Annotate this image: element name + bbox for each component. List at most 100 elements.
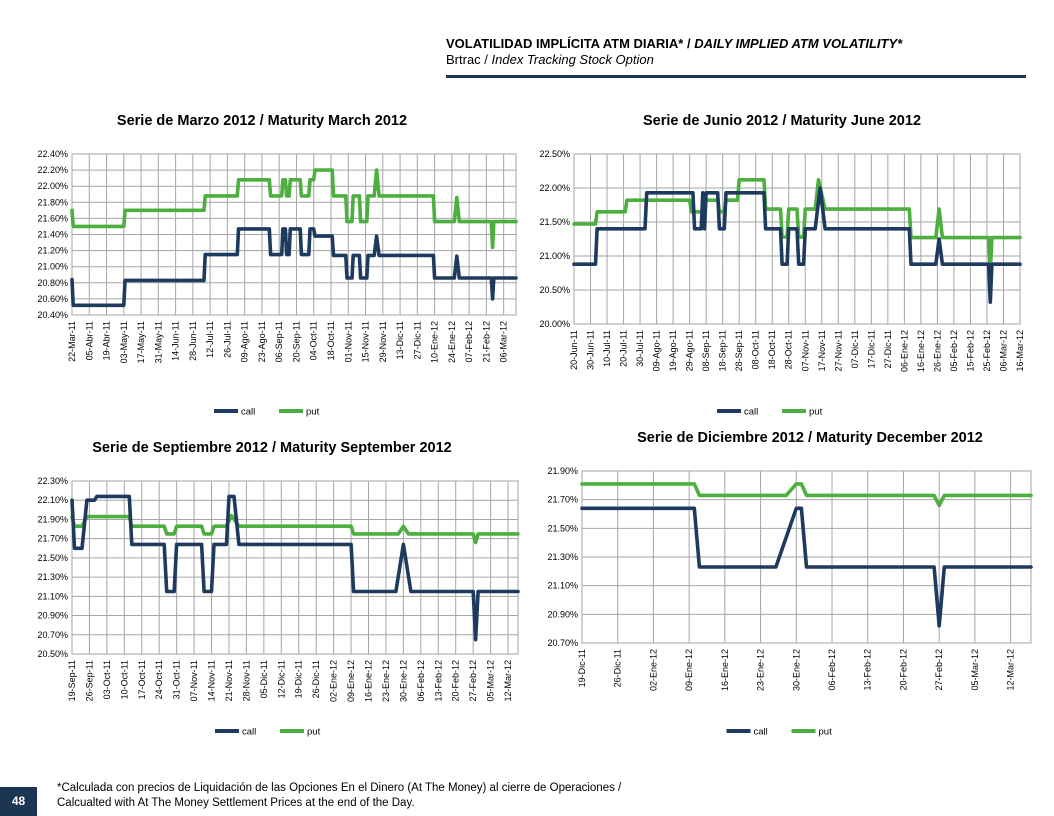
x-tick-label: 27-Feb-12 (468, 660, 478, 702)
x-tick-label: 18-Oct-11 (326, 321, 336, 360)
x-tick-label: 10-Oct-11 (119, 660, 129, 699)
x-tick-label: 28-Oct-11 (784, 330, 794, 369)
y-tick-label: 21.90% (37, 514, 68, 524)
chart-title: Serie de Diciembre 2012 / Maturity Decem… (637, 430, 983, 446)
x-tick-label: 12-Mar-12 (1006, 649, 1016, 691)
x-tick-label: 16-Ene-12 (916, 330, 926, 372)
y-tick-label: 21.00% (539, 251, 570, 261)
x-tick-label: 28-Sep-11 (734, 330, 744, 371)
y-tick-label: 21.30% (547, 552, 578, 562)
x-tick-label: 07-Nov-11 (800, 330, 810, 371)
page-title: VOLATILIDAD IMPLÍCITA ATM DIARIA* / DAIL… (446, 36, 903, 51)
x-tick-label: 16-Mar-12 (1015, 330, 1025, 372)
x-tick-label: 10-Jul-11 (602, 330, 612, 367)
x-tick-label: 13-Feb-12 (863, 649, 873, 691)
x-tick-label: 09-Ago-11 (240, 321, 250, 362)
chart-title: Serie de Septiembre 2012 / Maturity Sept… (92, 440, 451, 456)
x-tick-label: 13-Feb-12 (433, 660, 443, 702)
x-tick-label: 27-Nov-11 (833, 330, 843, 371)
x-tick-label: 19-Abr-11 (102, 321, 112, 360)
x-tick-label: 21-Feb-12 (481, 321, 491, 363)
y-tick-label: 21.50% (539, 217, 570, 227)
x-tick-label: 29-Nov-11 (378, 321, 388, 362)
y-tick-label: 20.90% (547, 609, 578, 619)
y-tick-label: 21.60% (37, 213, 68, 223)
legend-label-call: call (241, 407, 255, 418)
x-tick-label: 21-Nov-11 (224, 660, 234, 701)
y-tick-label: 22.00% (539, 183, 570, 193)
plot-border (71, 153, 517, 316)
x-tick-label: 23-Ene-12 (756, 649, 766, 691)
y-tick-label: 21.90% (547, 466, 578, 476)
x-tick-label: 07-Feb-12 (464, 321, 474, 363)
x-tick-label: 28-Nov-11 (241, 660, 251, 701)
series-line-call (580, 506, 1033, 628)
x-tick-label: 28-Jun-11 (188, 321, 198, 361)
x-tick-label: 16-Ene-12 (720, 649, 730, 691)
x-tick-label: 23-Ago-11 (257, 321, 267, 362)
y-tick-label: 21.70% (37, 534, 68, 544)
x-tick-label: 02-Ene-12 (329, 660, 339, 702)
x-tick-label: 05-Mar-12 (486, 660, 496, 702)
y-tick-label: 21.30% (37, 572, 68, 582)
x-tick-label: 02-Ene-12 (648, 649, 658, 691)
x-tick-label: 06-Sep-11 (274, 321, 284, 362)
x-tick-label: 08-Sep-11 (701, 330, 711, 371)
x-tick-label: 05-Feb-12 (949, 330, 959, 372)
y-tick-label: 21.40% (37, 230, 68, 240)
legend-label-call: call (754, 727, 768, 738)
y-tick-label: 20.50% (37, 649, 68, 659)
x-tick-label: 19-Ago-11 (668, 330, 678, 371)
y-tick-label: 20.40% (37, 310, 68, 320)
y-tick-label: 22.10% (37, 495, 68, 505)
x-tick-label: 24-Oct-11 (154, 660, 164, 699)
x-tick-label: 06-Feb-12 (416, 660, 426, 702)
x-tick-label: 04-Oct-11 (309, 321, 319, 360)
series-line-call (572, 186, 1022, 305)
y-tick-label: 21.20% (37, 246, 68, 256)
x-tick-label: 01-Nov-11 (343, 321, 353, 362)
x-tick-label: 09-Ene-12 (684, 649, 694, 691)
x-tick-label: 14-Nov-11 (207, 660, 217, 701)
x-tick-label: 15-Nov-11 (361, 321, 371, 362)
page-number: 48 (0, 787, 37, 816)
plot-border (71, 480, 519, 655)
y-tick-label: 21.10% (37, 591, 68, 601)
x-tick-label: 17-Oct-11 (137, 660, 147, 699)
series-line-put (580, 482, 1033, 508)
x-tick-label: 17-Nov-11 (817, 330, 827, 371)
x-tick-label: 17-Dic-11 (866, 330, 876, 368)
y-tick-label: 21.10% (547, 581, 578, 591)
x-tick-label: 06-Mar-12 (998, 330, 1008, 372)
x-tick-label: 19-Sep-11 (67, 660, 77, 701)
y-tick-label: 21.50% (547, 523, 578, 533)
series-line-put (70, 513, 520, 545)
x-tick-label: 03-May-11 (119, 321, 129, 363)
x-tick-label: 26-Dic-11 (311, 660, 321, 698)
x-tick-label: 25-Feb-12 (982, 330, 992, 372)
legend-label-call: call (744, 407, 758, 418)
x-tick-label: 20-Jun-11 (569, 330, 579, 370)
x-tick-label: 12-Mar-12 (503, 660, 513, 702)
x-tick-label: 20-Feb-12 (451, 660, 461, 702)
x-tick-label: 31-Oct-11 (172, 660, 182, 699)
x-tick-label: 19-Dic-11 (577, 649, 587, 687)
y-tick-label: 22.20% (37, 165, 68, 175)
series-line-put (572, 178, 1022, 273)
footnote: *Calculada con precios de Liquidación de… (57, 781, 737, 811)
chart-title: Serie de Junio 2012 / Maturity June 2012 (643, 113, 921, 129)
x-tick-label: 06-Mar-12 (499, 321, 509, 363)
x-tick-label: 26-Ene-12 (932, 330, 942, 372)
x-tick-label: 07-Dic-11 (850, 330, 860, 368)
footnote-line-1: *Calculada con precios de Liquidación de… (57, 782, 622, 794)
plot-border (573, 153, 1021, 325)
y-tick-label: 21.70% (547, 495, 578, 505)
x-tick-label: 19-Dic-11 (294, 660, 304, 698)
x-tick-label: 07-Nov-11 (189, 660, 199, 701)
y-tick-label: 21.00% (37, 262, 68, 272)
x-tick-label: 22-Mar-11 (67, 321, 77, 362)
y-tick-label: 20.90% (37, 611, 68, 621)
y-tick-label: 22.40% (37, 149, 68, 159)
